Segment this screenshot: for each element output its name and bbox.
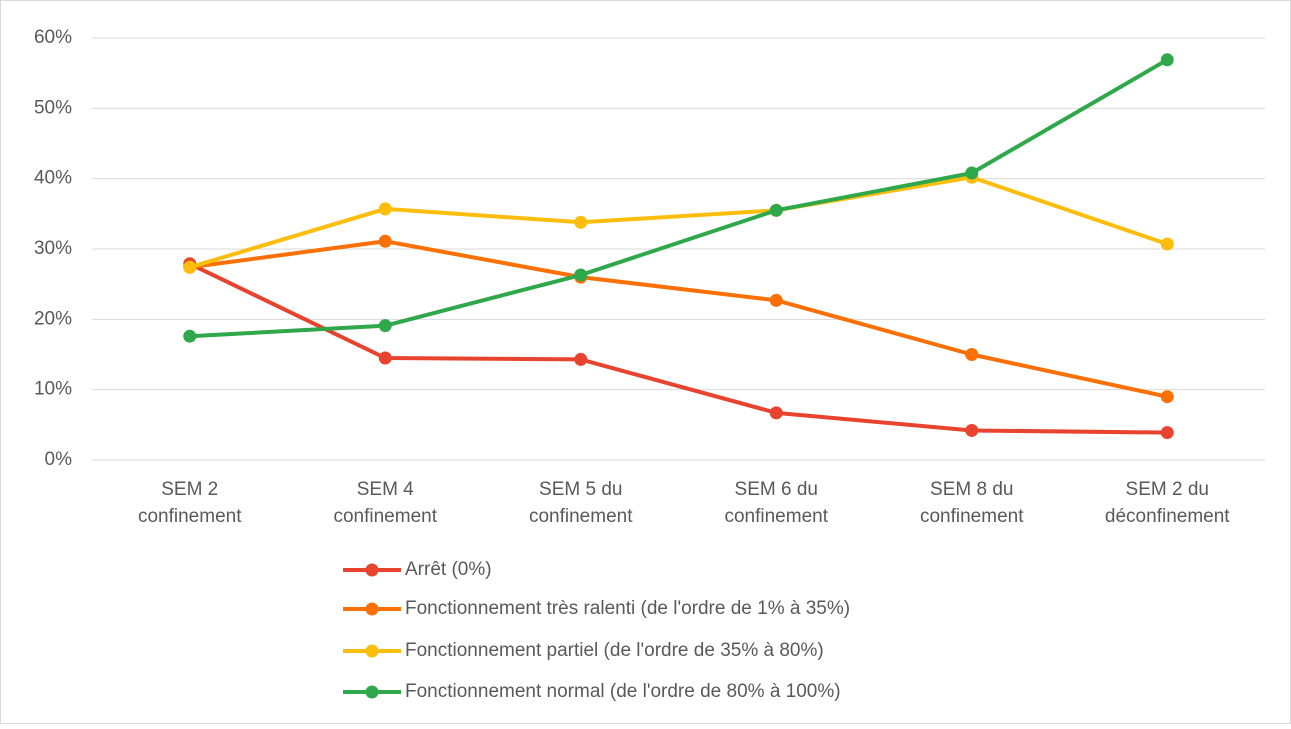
point-marker xyxy=(378,202,392,216)
point-marker xyxy=(769,406,783,420)
legend-label: Arrêt (0%) xyxy=(405,559,492,580)
series-line xyxy=(188,261,1168,435)
point-marker xyxy=(574,268,588,282)
legend-label: Fonctionnement très ralenti (de l'ordre … xyxy=(405,598,850,619)
y-tick-label: 10% xyxy=(34,379,72,400)
point-marker xyxy=(769,293,783,307)
series-line xyxy=(189,175,1168,270)
y-tick-label: 60% xyxy=(34,27,72,48)
point-marker xyxy=(965,166,979,180)
x-tick-label: SEM 8 du confinement xyxy=(920,479,1024,527)
x-tick-label: SEM 5 du confinement xyxy=(529,479,633,527)
point-marker xyxy=(1160,237,1174,251)
point-marker xyxy=(574,352,588,366)
point-marker xyxy=(1160,390,1174,404)
x-tick-label: SEM 2 du déconfinement xyxy=(1105,479,1230,527)
point-marker xyxy=(378,234,392,248)
legend-label: Fonctionnement normal (de l'ordre de 80%… xyxy=(405,681,841,702)
point-marker xyxy=(378,351,392,365)
legend-marker xyxy=(365,602,379,616)
y-tick-label: 30% xyxy=(34,238,72,259)
series-line xyxy=(189,239,1168,399)
y-tick-label: 40% xyxy=(34,168,72,189)
y-tick-label: 20% xyxy=(34,308,72,329)
point-marker xyxy=(965,348,979,361)
point-marker xyxy=(965,423,979,437)
point-marker xyxy=(769,203,783,217)
point-marker xyxy=(378,319,392,333)
series-line xyxy=(189,58,1169,339)
y-tick-label: 0% xyxy=(45,449,73,470)
point-marker xyxy=(183,329,197,343)
point-marker xyxy=(574,215,588,229)
x-tick-label: SEM 4 confinement xyxy=(333,479,437,527)
legend-label: Fonctionnement partiel (de l'ordre de 35… xyxy=(405,640,824,661)
legend-marker xyxy=(365,685,379,699)
x-tick-label: SEM 6 du confinement xyxy=(724,479,828,527)
x-tick-label: SEM 2 confinement xyxy=(138,479,242,527)
point-marker xyxy=(1160,53,1174,67)
legend-marker xyxy=(365,644,379,658)
point-marker xyxy=(183,260,197,274)
y-tick-label: 50% xyxy=(34,97,72,118)
legend-marker xyxy=(365,563,379,577)
point-marker xyxy=(1160,426,1174,440)
